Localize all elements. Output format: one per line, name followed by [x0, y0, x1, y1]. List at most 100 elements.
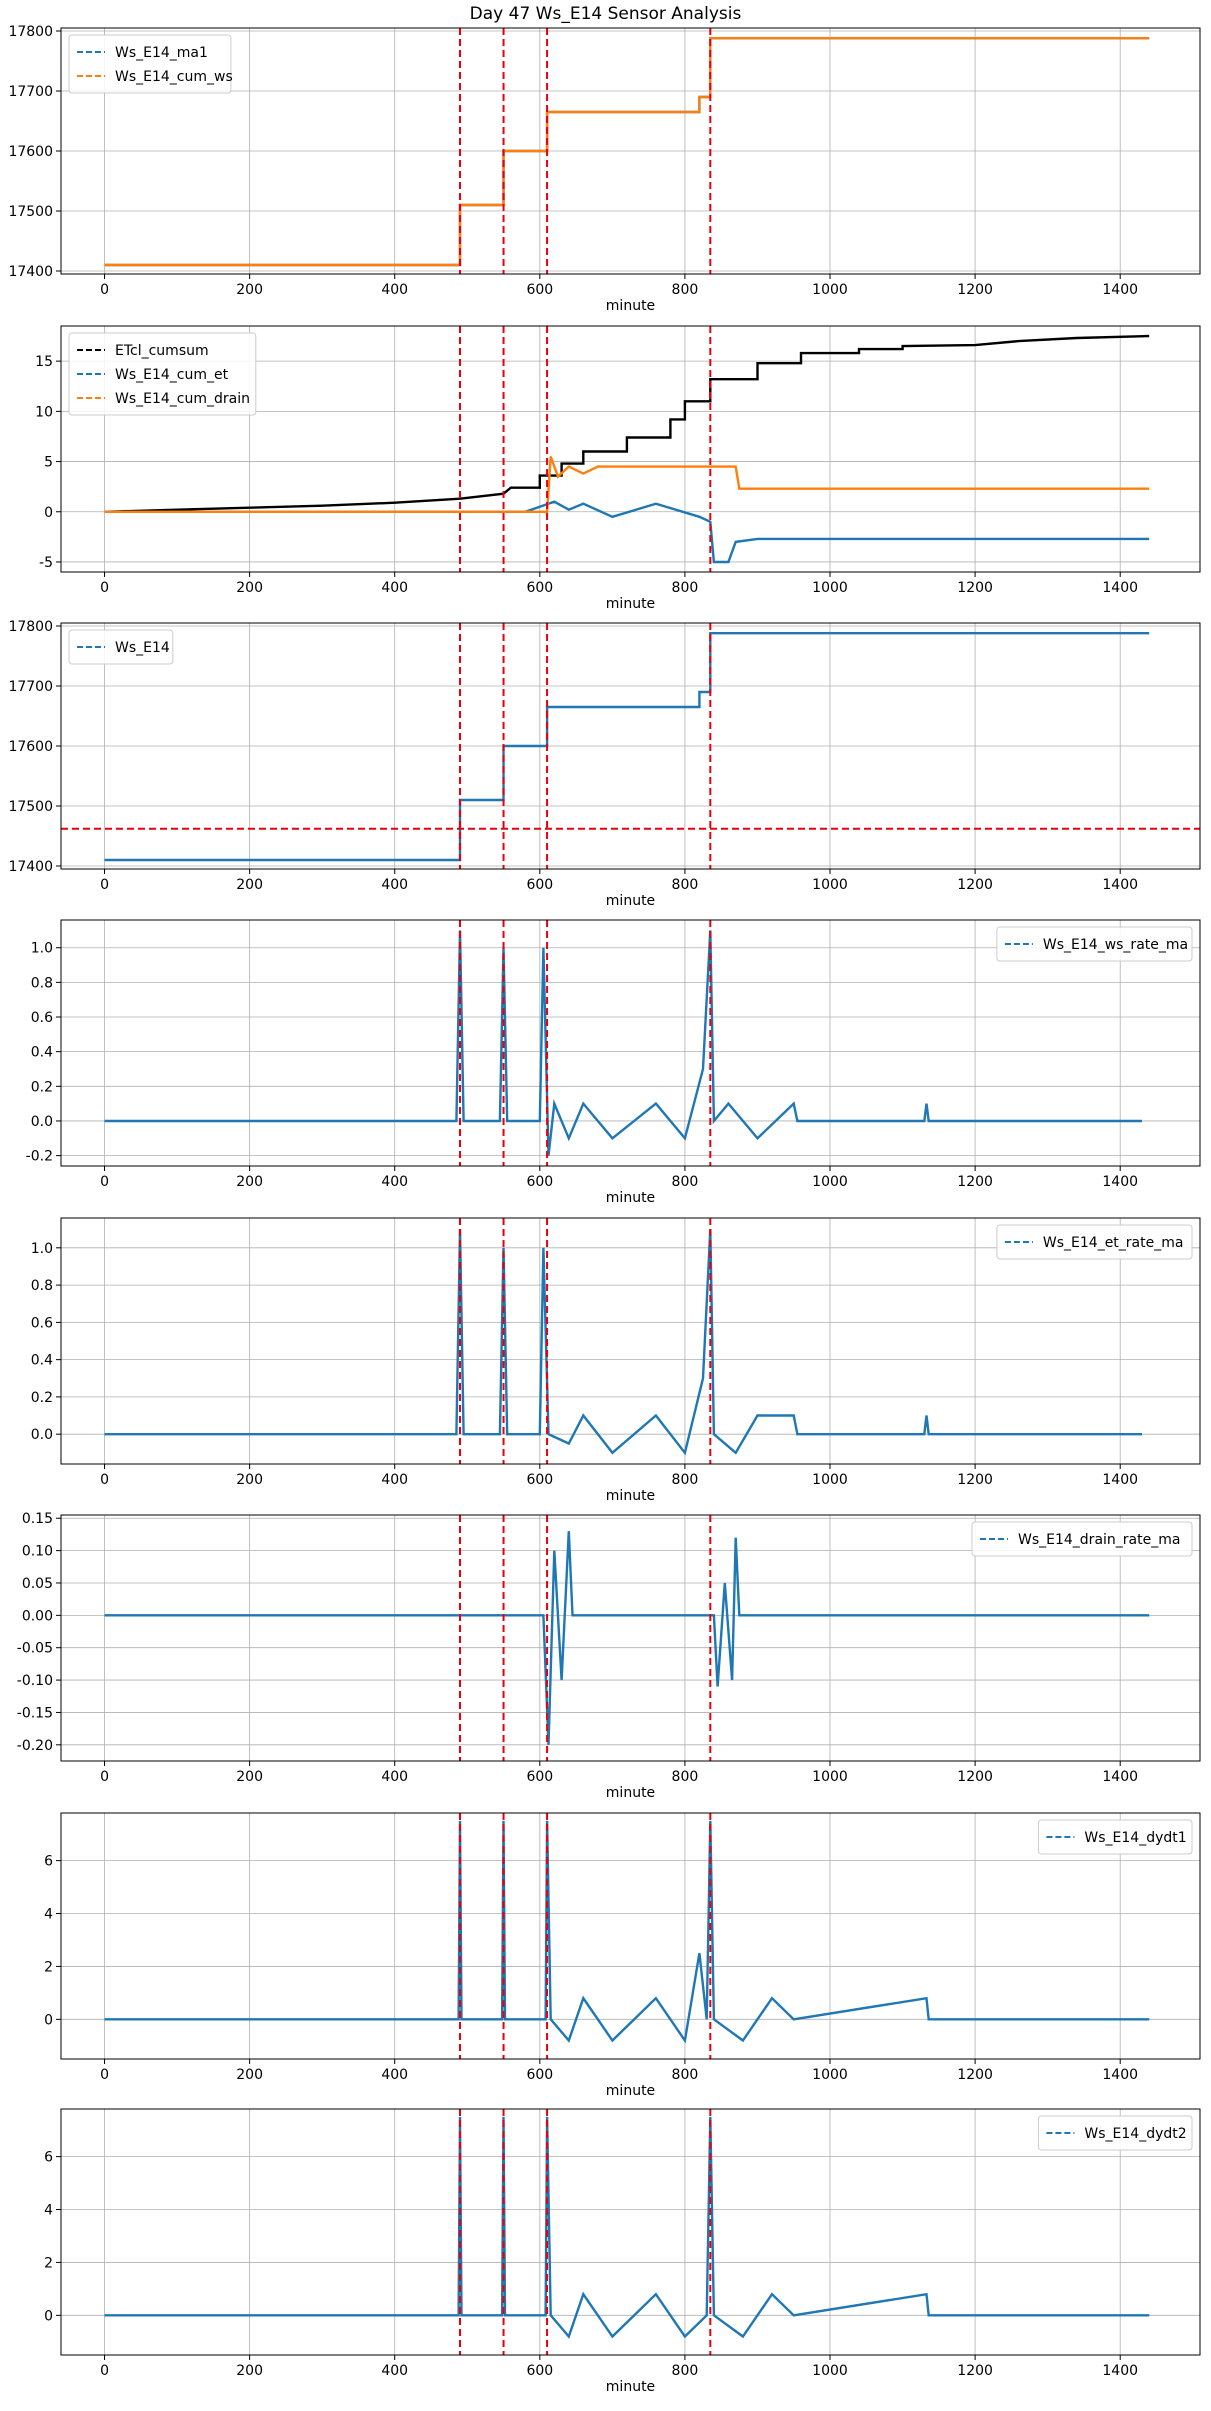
- subplot-5: 0 200 400 600 800 1000 1200 1400 0.0 0.2 0.4 0.6 0.8…: [31, 1217, 1201, 1504]
- y-tick-label: 0: [44, 2012, 53, 2028]
- y-tick-label: -0.2: [26, 1149, 53, 1165]
- x-tick-label: 1400: [1102, 1472, 1138, 1488]
- x-tick-label: 400: [381, 282, 408, 298]
- legend-label: Ws_E14_ws_rate_ma: [1043, 937, 1188, 953]
- y-tick-label: 2: [44, 1959, 53, 1975]
- x-tick-label: 600: [526, 282, 553, 298]
- x-axis-label: minute: [606, 2379, 655, 2395]
- series-line-1: [104, 930, 1142, 1156]
- y-tick-label: 0.15: [22, 1511, 53, 1527]
- x-tick-label: 600: [526, 580, 553, 596]
- y-tick-label: 4: [44, 1907, 53, 1923]
- x-tick-label: 1000: [812, 1769, 848, 1785]
- x-axis-label: minute: [606, 1190, 655, 1206]
- x-tick-label: 1000: [812, 282, 848, 298]
- x-tick-label: 400: [381, 2363, 408, 2379]
- y-tick-label: 0.4: [31, 1353, 53, 1369]
- x-axis-label: minute: [606, 893, 655, 909]
- y-tick-label: 0: [44, 505, 53, 521]
- legend-box: [68, 332, 257, 416]
- y-tick-label: -0.05: [17, 1641, 53, 1657]
- plot-frame: [60, 2108, 1201, 2356]
- x-tick-label: 1200: [957, 877, 993, 893]
- x-tick-label: 1200: [957, 282, 993, 298]
- plot-frame: [60, 919, 1201, 1167]
- x-tick-label: 800: [672, 2067, 699, 2083]
- y-tick-label: -0.15: [17, 1705, 53, 1721]
- series-line-1: [104, 37, 1150, 267]
- x-tick-label: 600: [526, 2363, 553, 2379]
- legend: Ws_E14_ws_rate_ma: [996, 926, 1193, 962]
- legend-label: Ws_E14_dydt2: [1084, 2126, 1186, 2142]
- x-tick-label: 0: [100, 580, 109, 596]
- x-tick-label: 0: [100, 1769, 109, 1785]
- x-tick-label: 1400: [1102, 580, 1138, 596]
- series-line-3: [104, 456, 1150, 513]
- x-tick-label: 0: [100, 2363, 109, 2379]
- y-tick-label: 0.2: [31, 1079, 53, 1095]
- y-tick-label: 1.0: [31, 941, 53, 957]
- y-tick-label: 17500: [8, 204, 53, 220]
- x-tick-label: 600: [526, 2067, 553, 2083]
- y-tick-label: -0.20: [17, 1738, 53, 1754]
- x-tick-label: 0: [100, 877, 109, 893]
- x-tick-label: 400: [381, 1174, 408, 1190]
- x-tick-label: 200: [236, 1769, 263, 1785]
- x-tick-label: 1200: [957, 2363, 993, 2379]
- plot-frame: [60, 325, 1201, 573]
- x-tick-label: 200: [236, 2363, 263, 2379]
- x-axis-label: minute: [606, 2083, 655, 2099]
- x-tick-label: 800: [672, 282, 699, 298]
- plot-frame: [60, 1217, 1201, 1465]
- x-tick-label: 1200: [957, 1769, 993, 1785]
- y-tick-label: 5: [44, 455, 53, 471]
- x-tick-label: 1000: [812, 1472, 848, 1488]
- x-tick-label: 1200: [957, 580, 993, 596]
- y-tick-label: 0.2: [31, 1390, 53, 1406]
- x-tick-label: 800: [672, 580, 699, 596]
- x-tick-label: 200: [236, 1174, 263, 1190]
- x-tick-label: 400: [381, 877, 408, 893]
- x-tick-label: 0: [100, 1472, 109, 1488]
- x-tick-label: 400: [381, 580, 408, 596]
- x-tick-label: 800: [672, 877, 699, 893]
- x-tick-label: 1400: [1102, 1174, 1138, 1190]
- legend-box: [1037, 1819, 1193, 1855]
- x-axis-label: minute: [606, 298, 655, 314]
- x-tick-label: 200: [236, 1472, 263, 1488]
- series-line-1: [104, 1229, 1142, 1456]
- legend: Ws_E14_et_rate_ma: [996, 1224, 1193, 1260]
- x-tick-label: 800: [672, 1472, 699, 1488]
- subplot-1: 0 200 400 600 800 1000 1200 1400 17400 17500 17600…: [8, 24, 1201, 314]
- legend-label: Ws_E14_ma1: [115, 45, 208, 61]
- series-line-2: [104, 500, 1150, 564]
- y-tick-label: 0: [44, 2308, 53, 2324]
- x-axis-label: minute: [606, 596, 655, 612]
- x-axis-label: minute: [606, 1785, 655, 1801]
- y-tick-label: 17600: [8, 739, 53, 755]
- y-tick-label: 4: [44, 2203, 53, 2219]
- legend: Ws_E14_dydt2: [1037, 2115, 1193, 2151]
- x-tick-label: 200: [236, 877, 263, 893]
- y-tick-label: 0.05: [22, 1576, 53, 1592]
- y-tick-label: 0.0: [31, 1114, 53, 1130]
- x-tick-label: 400: [381, 2067, 408, 2083]
- x-tick-label: 1000: [812, 1174, 848, 1190]
- legend-label: Ws_E14: [115, 640, 170, 656]
- y-tick-label: 0.10: [22, 1544, 53, 1560]
- series-line-1: [104, 2116, 1150, 2339]
- series-line-1: [104, 632, 1150, 862]
- x-tick-label: 600: [526, 1769, 553, 1785]
- y-tick-label: 0.8: [31, 975, 53, 991]
- legend: Ws_E14: [68, 629, 174, 665]
- x-tick-label: 800: [672, 1174, 699, 1190]
- x-tick-label: 600: [526, 877, 553, 893]
- legend: Ws_E14_dydt1: [1037, 1819, 1193, 1855]
- x-tick-label: 1200: [957, 2067, 993, 2083]
- y-tick-label: 17700: [8, 84, 53, 100]
- x-tick-label: 200: [236, 2067, 263, 2083]
- y-tick-label: 0.8: [31, 1278, 53, 1294]
- subplot-4: 0 200 400 600 800 1000 1200 1400 -0.2 0.0 0.2 0.4 0.…: [26, 919, 1201, 1206]
- legend-label: Ws_E14_et_rate_ma: [1043, 1235, 1184, 1251]
